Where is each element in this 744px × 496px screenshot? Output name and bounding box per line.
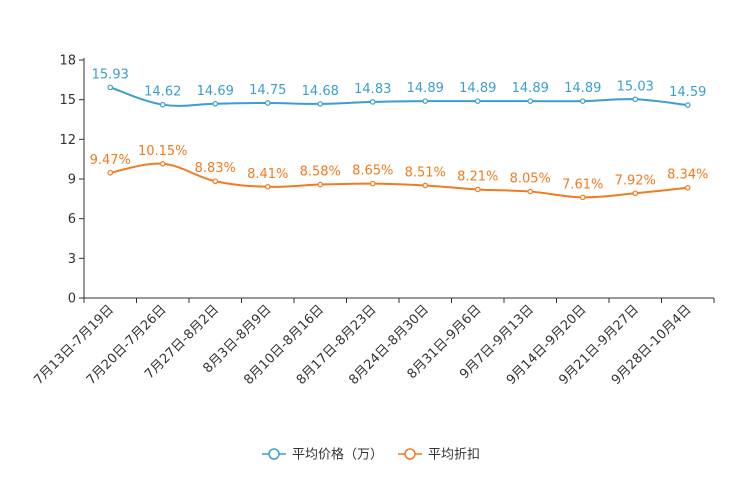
data-point[interactable] xyxy=(632,96,639,103)
data-label: 14.75 xyxy=(249,83,286,98)
series-lines xyxy=(107,84,691,201)
data-point[interactable] xyxy=(264,100,271,106)
data-label: 8.51% xyxy=(405,165,446,180)
data-label: 8.05% xyxy=(510,172,551,187)
data-label: 8.65% xyxy=(352,164,393,179)
data-point[interactable] xyxy=(422,182,429,189)
data-point[interactable] xyxy=(159,160,166,167)
data-point[interactable] xyxy=(317,101,324,107)
data-point[interactable] xyxy=(579,194,586,201)
y-tick-label: 3 xyxy=(68,252,76,267)
data-label: 14.89 xyxy=(512,81,549,96)
x-axis-ticks: 7月13日-7月19日7月20日-7月26日7月27日-8月2日8月3日-8月9… xyxy=(31,298,715,388)
data-label: 8.83% xyxy=(195,161,236,176)
data-point[interactable] xyxy=(264,184,271,190)
data-label: 8.41% xyxy=(247,167,288,182)
legend[interactable]: 平均价格（万） 平均折扣 xyxy=(262,447,480,463)
legend-item-0[interactable]: 平均价格（万） xyxy=(262,447,383,463)
legend-item-1[interactable]: 平均折扣 xyxy=(398,448,480,463)
legend-label: 平均价格（万） xyxy=(292,447,383,463)
data-label: 8.21% xyxy=(457,169,498,184)
y-tick-label: 15 xyxy=(59,93,76,108)
data-point[interactable] xyxy=(212,100,219,107)
data-label: 14.83 xyxy=(354,82,391,97)
data-point[interactable] xyxy=(369,99,376,105)
data-point[interactable] xyxy=(632,190,639,197)
data-point[interactable] xyxy=(422,98,429,104)
data-label: 8.58% xyxy=(300,165,341,180)
data-point[interactable] xyxy=(107,84,114,91)
data-point[interactable] xyxy=(107,169,114,176)
y-tick-label: 0 xyxy=(68,292,76,307)
data-label: 15.93 xyxy=(92,67,129,82)
data-point[interactable] xyxy=(527,98,534,104)
legend-marker-icon xyxy=(268,448,280,460)
data-point[interactable] xyxy=(684,184,691,191)
data-point[interactable] xyxy=(684,102,691,108)
y-tick-label: 9 xyxy=(68,173,76,188)
series-line-1 xyxy=(110,162,688,199)
series-line-0 xyxy=(109,86,688,107)
data-point[interactable] xyxy=(474,186,481,193)
data-label: 15.03 xyxy=(617,79,654,94)
data-point[interactable] xyxy=(159,101,166,108)
data-label: 14.59 xyxy=(669,85,706,100)
data-point[interactable] xyxy=(212,178,219,185)
y-tick-label: 12 xyxy=(59,133,76,148)
legend-marker-icon xyxy=(404,448,416,460)
y-tick-label: 6 xyxy=(68,212,76,227)
y-tick-label: 18 xyxy=(59,54,76,69)
data-point[interactable] xyxy=(369,180,376,187)
data-label: 7.92% xyxy=(615,173,656,188)
data-point[interactable] xyxy=(579,98,586,104)
data-label: 14.68 xyxy=(302,84,339,99)
data-label: 14.89 xyxy=(564,81,601,96)
data-point[interactable] xyxy=(474,98,481,104)
data-label: 8.34% xyxy=(667,168,708,183)
data-label: 10.15% xyxy=(138,144,188,159)
data-label: 7.61% xyxy=(562,177,603,192)
data-label: 14.89 xyxy=(407,81,444,96)
data-label: 14.62 xyxy=(144,85,181,100)
data-label: 14.89 xyxy=(459,81,496,96)
y-axis-ticks: 0 3 6 9 12 15 18 xyxy=(59,54,84,307)
data-label: 14.69 xyxy=(197,84,234,99)
data-labels: 15.93 14.62 14.69 14.75 14.68 14.83 14.89 14.89… xyxy=(90,67,709,192)
data-point[interactable] xyxy=(527,188,534,195)
data-label: 9.47% xyxy=(90,153,131,168)
legend-label: 平均折扣 xyxy=(428,448,480,463)
data-point[interactable] xyxy=(317,181,324,188)
